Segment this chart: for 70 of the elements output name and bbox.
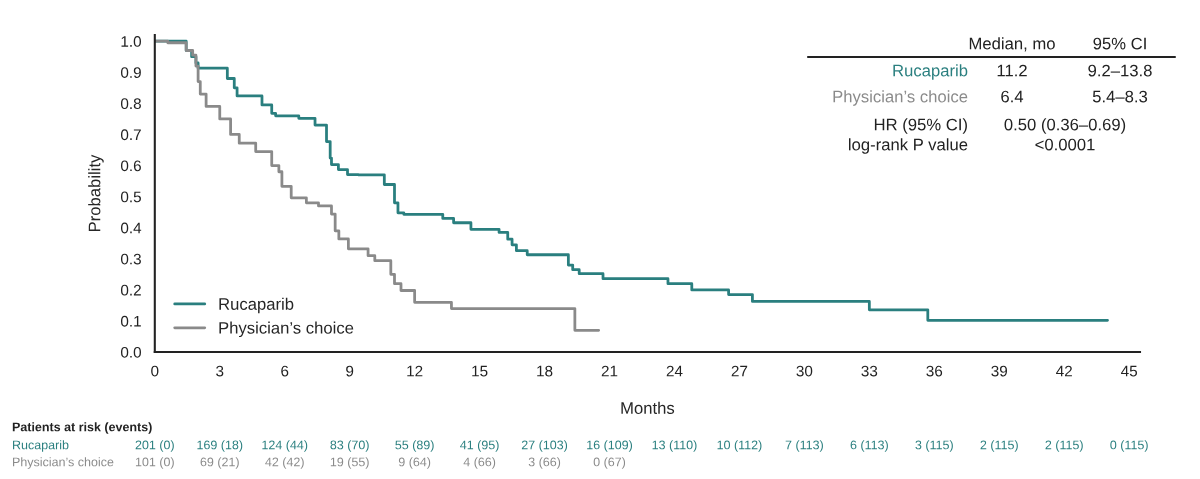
annotation: log-rank P value — [848, 138, 968, 154]
x-tick-label: 42 — [1056, 365, 1072, 377]
text: 83 (70) — [330, 440, 369, 452]
y-tick-label: 0.5 — [120, 191, 141, 203]
y-axis-title: Probability — [88, 154, 104, 232]
legend-label: Physician’s choice — [219, 321, 354, 338]
y-tick-label: 0.1 — [120, 315, 141, 327]
x-tick-label: 15 — [472, 365, 488, 377]
annotation: 5.4–8.3 — [1092, 90, 1148, 103]
annotation: Physician’s choice — [833, 90, 968, 106]
y-tick-label: 0.6 — [120, 160, 141, 172]
y-tick-label: 0.7 — [120, 129, 141, 141]
x-tick-label: 33 — [861, 365, 878, 377]
annotation: 9.2–13.8 — [1088, 64, 1152, 77]
text: 124 (44) — [262, 440, 308, 452]
text: 3 (115) — [915, 440, 953, 452]
text: 6 (113) — [850, 440, 888, 452]
text: 3 (66) — [528, 457, 561, 469]
x-tick-label: 36 — [926, 365, 943, 377]
text: 9 (64) — [398, 457, 431, 469]
x-tick-label: 21 — [601, 365, 618, 377]
annotation: 95% CI — [1093, 37, 1146, 50]
annotation: 11.2 — [997, 64, 1027, 77]
x-tick-label: 39 — [991, 365, 1008, 377]
y-tick-label: 0.8 — [120, 98, 141, 110]
x-tick-label: 30 — [796, 365, 813, 377]
text: 101 (0) — [135, 457, 174, 469]
x-tick-label: 18 — [537, 365, 553, 377]
annotation: HR (95% CI) — [874, 118, 967, 134]
annotation: Median, mo — [969, 37, 1055, 52]
text: 16 (109) — [587, 440, 633, 452]
text: 13 (110) — [652, 440, 697, 452]
annotation: 6.4 — [1001, 90, 1024, 103]
text: 10 (112) — [717, 440, 762, 452]
y-tick-label: 0.9 — [120, 67, 141, 78]
text: 169 (18) — [197, 440, 243, 452]
x-axis-title: Months — [621, 401, 675, 414]
text: 201 (0) — [135, 440, 174, 452]
annotation: 0.50 (0.36–0.69) — [1004, 118, 1126, 134]
x-tick-label: 0 — [151, 365, 159, 377]
text: Rucaparib — [13, 440, 69, 452]
x-tick-label: 3 — [216, 365, 224, 377]
y-tick-label: 0.3 — [120, 253, 141, 265]
annotation: Rucaparib — [893, 64, 968, 80]
legend-label: Rucaparib — [219, 297, 294, 314]
text: 7 (113) — [785, 440, 823, 452]
text: 4 (66) — [463, 457, 496, 469]
text: 2 (115) — [1045, 440, 1083, 452]
y-tick-label: 0.0 — [120, 346, 142, 358]
text: 0 (115) — [1110, 440, 1148, 452]
x-tick-label: 45 — [1121, 365, 1138, 377]
text: 2 (115) — [980, 440, 1018, 452]
x-tick-label: 12 — [407, 365, 423, 377]
text: 19 (55) — [330, 457, 369, 469]
text: 41 (95) — [460, 440, 499, 452]
x-tick-label: 27 — [731, 365, 748, 377]
text: 27 (103) — [521, 440, 568, 452]
text: Patients at risk (events) — [12, 422, 152, 434]
text: 0 (67) — [593, 457, 626, 469]
y-tick-label: 0.4 — [120, 222, 142, 234]
text: 42 (42) — [265, 457, 304, 469]
x-tick-label: 24 — [666, 365, 683, 377]
text: 69 (21) — [200, 457, 239, 469]
x-tick-label: 9 — [346, 365, 354, 377]
y-tick-label: 1.0 — [121, 36, 142, 47]
text: Physician’s choice — [13, 457, 114, 469]
annotation: <0.0001 — [1035, 138, 1095, 151]
y-tick-label: 0.2 — [120, 284, 141, 296]
text: 55 (89) — [395, 440, 434, 452]
x-tick-label: 6 — [281, 365, 289, 377]
